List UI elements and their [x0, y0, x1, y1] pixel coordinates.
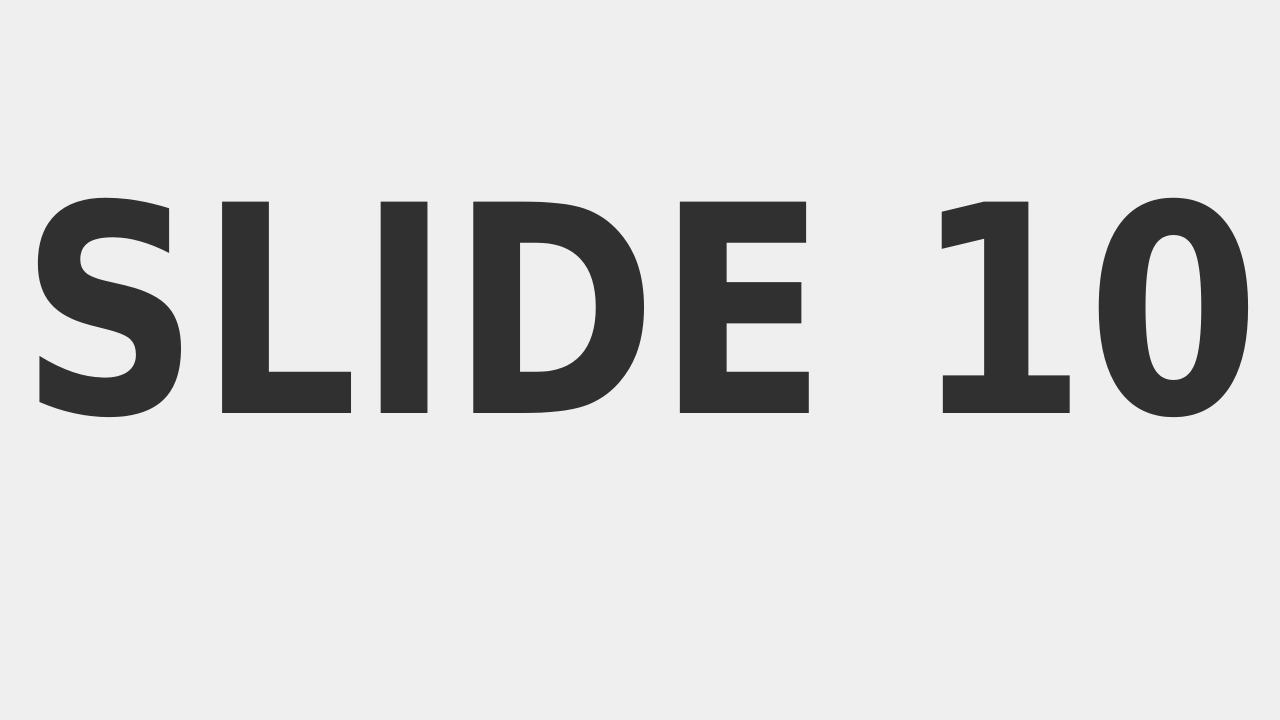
slide-title-text: SLIDE 10	[20, 145, 1260, 482]
